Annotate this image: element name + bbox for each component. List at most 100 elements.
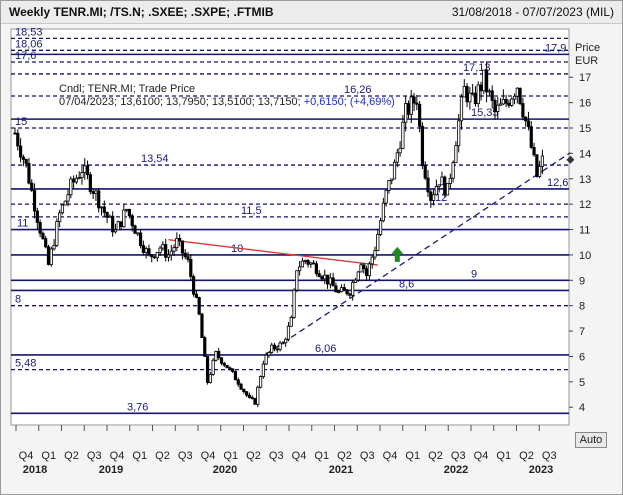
candle-body [18,145,23,158]
y-tick-label: 8 [579,301,585,313]
candle-body [270,344,274,353]
candle-body [256,386,260,405]
candle-body [211,359,215,375]
candle-body [88,174,92,192]
x-quarter-label: Q3 [87,450,102,462]
candle-body [72,178,76,183]
y-tick-label: 14 [579,148,591,160]
auto-scale-button[interactable]: Auto [575,432,607,448]
candle-body [180,240,185,254]
candle-body [166,254,171,258]
candle-body [292,289,296,318]
x-quarter-label: Q3 [178,450,193,462]
candle-body [144,248,148,253]
candle-body [272,344,277,350]
candle-body [27,162,31,184]
candles [13,61,545,408]
candle-body [390,178,394,181]
x-quarter-label: Q3 [269,450,284,462]
level-label: 9 [471,268,477,280]
candle-body [359,264,363,273]
candle-body [415,102,419,105]
candle-body [158,247,162,253]
candle-body [281,342,285,345]
candle-body [203,337,207,357]
x-year-label: 2023 [529,464,553,476]
candle-body [465,86,469,103]
candle-body [387,180,391,191]
candle-body [351,282,355,296]
candle-body [55,221,59,246]
candle-body [253,398,257,405]
candle-body [44,238,48,248]
y-tick-label: 16 [579,98,591,110]
x-year-label: 2020 [213,464,237,476]
candle-body [404,103,408,123]
candle-body [512,95,517,100]
candle-body [311,262,316,265]
y-tick-label: 11 [579,225,590,237]
candle-body [429,191,433,201]
x-quarter-label: Q1 [223,450,238,462]
x-year-label: 2019 [99,464,123,476]
candle-body [155,251,159,259]
candle-body [518,87,522,104]
buy-arrow-icon [391,246,404,262]
candle-body [150,254,154,258]
x-quarter-label: Q2 [155,450,170,462]
candle-body [191,276,196,295]
candle-body [320,276,324,280]
level-label: 16,26 [344,84,372,96]
x-quarter-label: Q4 [474,450,489,462]
candle-body [493,100,497,112]
candle-body [63,200,67,206]
candle-body [49,248,53,265]
candle-body [443,176,447,196]
candle-body [217,350,221,359]
candle-body [222,362,226,366]
candle-body [498,103,503,106]
legend-date: 07/04/2023; [59,96,117,108]
candle-body [532,147,536,156]
level-label: 15,35 [471,107,499,119]
candle-body [286,325,291,340]
y-axis-price-label: Price [575,42,600,54]
candle-body [423,165,427,179]
annotations [391,155,575,262]
candle-body [339,287,344,292]
x-axis: Q4 Q1 Q2 Q3 Q4 Q1 Q2 Q3 Q4 Q1 Q2 Q3 Q4 Q1 Q2 Q3 Q4 Q1 Q2 Q3… [15,425,557,476]
candle-body [108,215,112,218]
candle-body [80,172,84,178]
x-quarter-label: Q2 [337,450,352,462]
candle-body [515,87,519,97]
candle-body [303,260,307,262]
candle-body [60,204,65,214]
candle-body [250,397,254,399]
candle-body [133,225,137,234]
candle-body [102,206,106,213]
level-label: 17,6 [15,50,36,62]
candle-body [178,238,182,242]
candle-body [172,247,176,252]
candle-body [426,177,430,193]
candle-body [504,98,508,104]
title-bar: Weekly TENR.MI; /TS.N; .SXEE; .SXPE; .FT… [1,1,622,24]
candle-body [242,388,246,393]
candle-body [13,132,17,135]
candle-body [91,191,95,194]
candle-body [521,103,525,118]
candle-body [233,371,238,381]
candle-body [119,221,123,228]
y-tick-label: 9 [579,275,585,287]
candle-body [261,363,265,377]
candle-body [487,90,491,93]
candle-body [35,210,39,223]
candle-body [325,274,330,285]
candle-body [479,84,483,92]
candle-body [275,348,279,351]
candle-body [457,120,461,147]
candle-body [69,178,73,196]
candle-body [32,190,37,212]
